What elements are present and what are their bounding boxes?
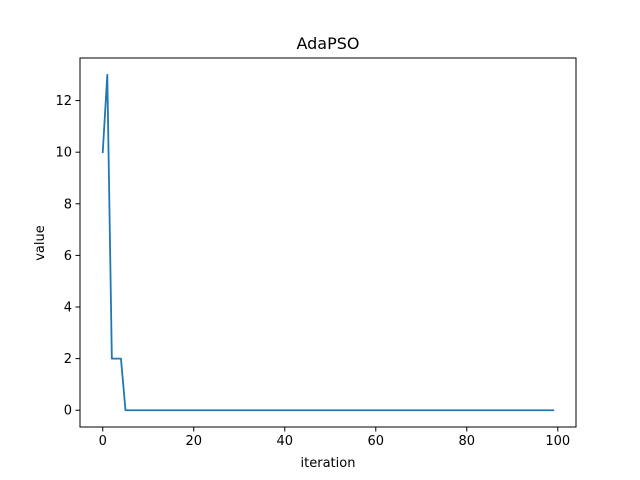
x-tick-label: 100 <box>545 434 570 449</box>
x-tick-label: 40 <box>276 434 293 449</box>
y-tick-label: 10 <box>55 146 72 161</box>
y-tick-label: 4 <box>64 301 72 316</box>
plot-background <box>80 58 576 427</box>
plot-area <box>79 57 577 428</box>
plot-frame <box>79 57 577 428</box>
chart-title: AdaPSO <box>296 34 359 53</box>
x-tick-label: 80 <box>459 434 476 449</box>
y-tick-label: 2 <box>64 352 72 367</box>
y-tick-label: 8 <box>64 197 72 212</box>
x-tick-label: 20 <box>185 434 202 449</box>
x-axis: 0 20 40 60 80 100 <box>99 427 570 449</box>
x-tick-label: 60 <box>368 434 385 449</box>
y-tick-label: 0 <box>64 404 72 419</box>
y-tick-label: 12 <box>55 94 72 109</box>
x-axis-label: iteration <box>301 456 356 471</box>
x-tick-label: 0 <box>99 434 107 449</box>
y-axis-label: value <box>33 225 48 261</box>
y-axis: 0 2 4 6 8 10 12 <box>55 94 80 419</box>
y-tick-label: 6 <box>64 249 72 264</box>
series-line-0 <box>101 73 555 412</box>
